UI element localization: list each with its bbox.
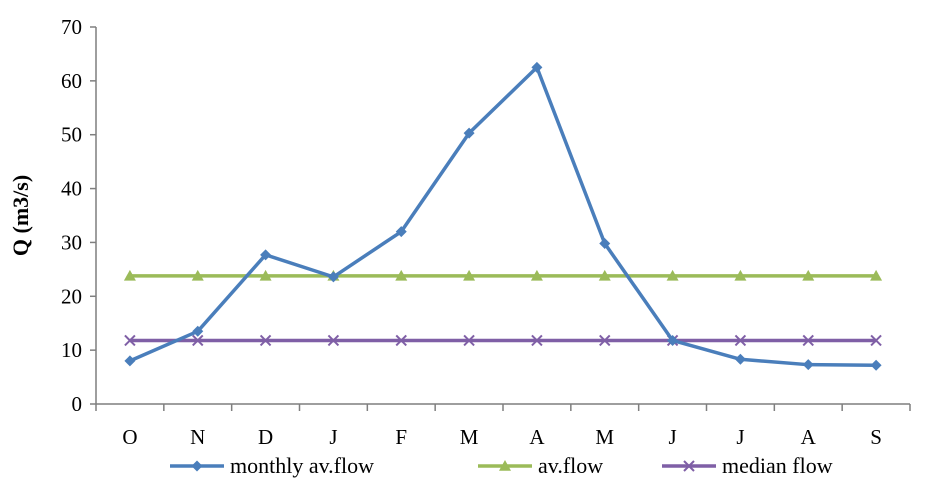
x-tick-label: J <box>736 425 744 449</box>
data-point <box>802 359 814 371</box>
x-tick-label: O <box>122 425 137 449</box>
legend-item: av.flow <box>478 453 603 478</box>
data-point <box>531 61 543 73</box>
data-point <box>327 334 340 347</box>
data-point <box>599 238 611 250</box>
x-tick-label: M <box>595 425 614 449</box>
legend-label: median flow <box>722 453 833 478</box>
data-point <box>802 334 814 347</box>
y-tick-label: 10 <box>61 338 82 362</box>
x-tick-label: S <box>870 425 882 449</box>
data-point <box>395 269 408 281</box>
y-tick-label: 20 <box>61 284 82 308</box>
data-point <box>395 226 407 238</box>
data-point <box>124 355 136 367</box>
data-point <box>599 334 611 347</box>
y-tick-label: 40 <box>61 177 82 201</box>
legend-item: median flow <box>662 453 833 478</box>
data-point <box>259 334 272 347</box>
axes <box>95 27 910 405</box>
data-point <box>870 359 882 371</box>
y-tick-label: 50 <box>61 123 82 147</box>
data-point <box>123 269 136 281</box>
data-point <box>260 249 272 261</box>
x-tick-label: J <box>668 425 676 449</box>
data-point <box>124 334 136 347</box>
data-point <box>734 353 746 365</box>
legend-marker <box>191 460 203 472</box>
data-point <box>666 269 679 281</box>
legend-item: monthly av.flow <box>170 453 374 478</box>
legend-marker <box>683 460 695 472</box>
y-tick-label: 70 <box>61 15 82 39</box>
data-point <box>192 334 204 347</box>
legend-marker <box>499 460 511 471</box>
y-axis-label: Q (m3/s) <box>8 175 33 256</box>
data-point <box>734 334 747 347</box>
x-tick-label: J <box>329 425 337 449</box>
x-tick-label: A <box>529 425 545 449</box>
series-line <box>129 65 877 367</box>
y-tick-label: 0 <box>72 392 83 416</box>
data-point <box>734 269 747 281</box>
legend-label: av.flow <box>538 453 603 478</box>
data-point <box>463 334 475 347</box>
data-point <box>802 269 815 281</box>
y-axis-ticks: 0 10 20 30 40 50 60 70 <box>61 15 96 416</box>
series-layer <box>123 61 883 371</box>
data-point <box>531 334 543 347</box>
series-av-flow <box>123 269 883 281</box>
legend: monthly av.flow av.flow median flow <box>170 453 833 478</box>
data-point <box>870 334 882 347</box>
data-point <box>259 269 272 281</box>
data-point <box>395 334 407 347</box>
data-point <box>667 334 679 346</box>
x-tick-label: D <box>258 425 273 449</box>
data-point <box>463 127 475 139</box>
x-tick-label: A <box>801 425 817 449</box>
series-median-flow <box>124 334 882 347</box>
x-tick-label: F <box>395 425 407 449</box>
series-monthly-av-flow <box>124 61 882 371</box>
data-point <box>327 271 339 283</box>
legend-label: monthly av.flow <box>230 453 374 478</box>
y-tick-label: 30 <box>61 230 82 254</box>
data-point <box>191 269 204 281</box>
data-point <box>530 269 543 281</box>
data-point <box>192 325 204 337</box>
x-tick-label: M <box>460 425 479 449</box>
x-tick-label: N <box>190 425 205 449</box>
y-tick-label: 60 <box>61 69 82 93</box>
data-point <box>463 269 476 281</box>
data-point <box>598 269 611 281</box>
data-point <box>870 269 883 281</box>
